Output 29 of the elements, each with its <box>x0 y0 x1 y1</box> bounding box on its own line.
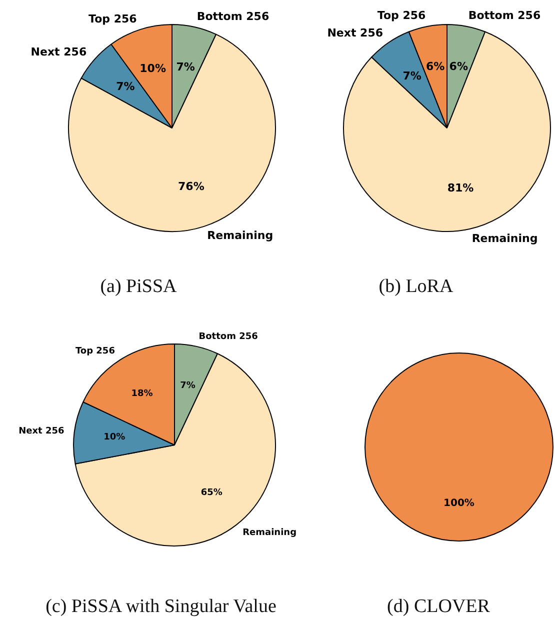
slice-label: Top 256 <box>377 9 426 22</box>
data-label: 10% <box>104 432 126 443</box>
data-label: 6% <box>426 60 445 73</box>
slice-label: Bottom 256 <box>196 10 270 23</box>
text: (d) CLOVER <box>386 596 491 618</box>
data-label: 100% <box>444 498 474 509</box>
slice-label: Next 256 <box>327 26 384 40</box>
data-label: 18% <box>131 389 153 400</box>
text: (b) LoRA <box>378 276 454 298</box>
slice-label: Next 256 <box>30 46 87 59</box>
data-label: 10% <box>140 62 166 75</box>
slice-label: Top 256 <box>88 12 138 26</box>
slice-label: Bottom 256 <box>468 9 541 22</box>
data-label: 76% <box>178 180 204 193</box>
text: (c) PiSSA with Singular Value <box>44 596 278 618</box>
data-label: 7% <box>180 381 196 392</box>
data-label: 81% <box>447 181 474 194</box>
slice-label: Remaining <box>472 232 538 245</box>
data-label: 7% <box>116 80 135 93</box>
data-label: 7% <box>176 60 195 74</box>
slice-label: Top 256 <box>75 346 115 357</box>
slice-label: Remaining <box>207 229 274 242</box>
data-label: 6% <box>449 60 468 73</box>
slice-label: Bottom 256 <box>198 332 258 342</box>
text: (a) PiSSA <box>99 276 178 298</box>
data-label: 65% <box>200 488 222 498</box>
data-label: 7% <box>402 70 422 82</box>
slice-label: Next 256 <box>18 426 64 436</box>
slice-label: Remaining <box>242 528 297 538</box>
